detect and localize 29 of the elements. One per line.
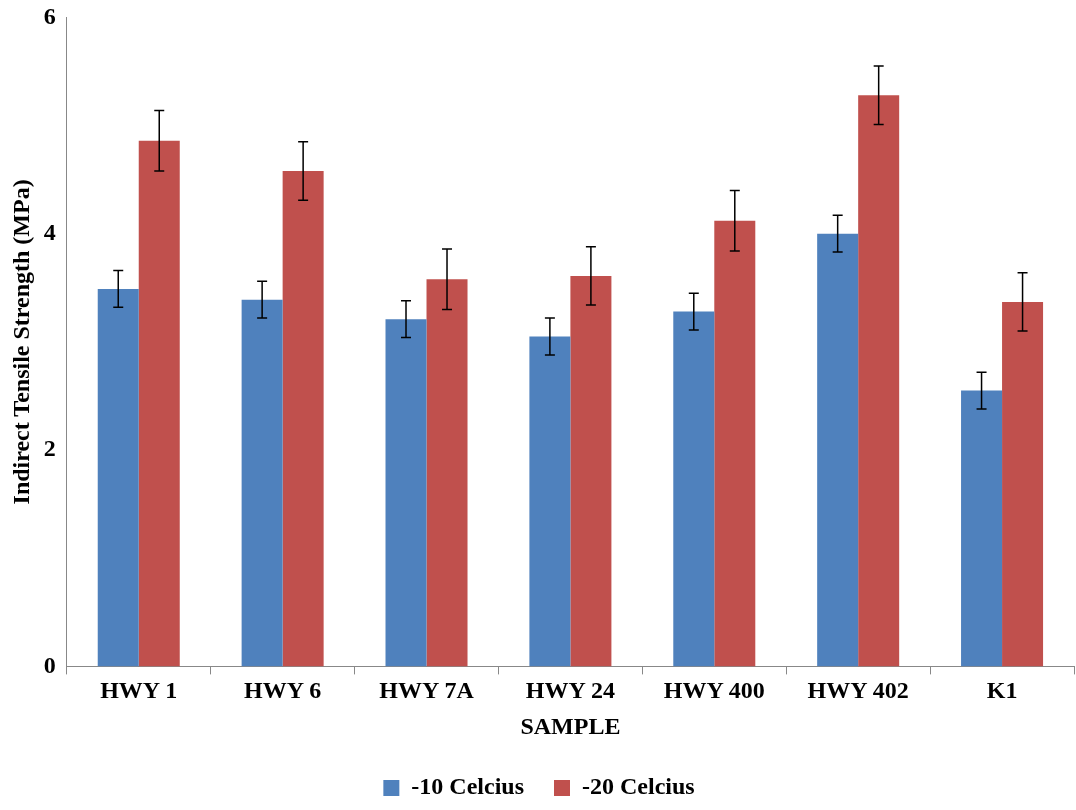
bar [241,299,283,667]
x-tick-label: HWY 6 [244,677,322,703]
x-tick-label: HWY 402 [807,677,909,703]
legend-label: -10 Celcius [411,773,524,800]
bar [282,171,324,667]
bar [529,336,571,667]
bar [961,390,1003,667]
bar [97,288,139,667]
bar [385,319,427,667]
bar [138,140,180,667]
x-tick-label: HWY 24 [525,677,615,703]
bar [426,279,468,667]
y-tick-label: 4 [43,218,56,245]
bar [817,233,859,667]
x-tick-label: HWY 1 [100,677,178,703]
bar [673,311,715,667]
y-tick-label: 2 [43,435,56,462]
x-axis-title: SAMPLE [520,712,621,739]
bar [1002,301,1044,667]
x-tick-label: HWY 7A [379,677,475,703]
x-tick-label: K1 [986,677,1018,703]
bar [858,95,900,667]
x-tick-label: HWY 400 [663,677,765,703]
legend-label: -20 Celcius [582,773,695,800]
bar [570,275,612,667]
y-axis-title: Indirect Tensile Strength (MPa) [7,179,34,505]
bar [714,220,756,667]
y-tick-label: 6 [43,2,56,29]
y-tick-label: 0 [43,651,56,678]
